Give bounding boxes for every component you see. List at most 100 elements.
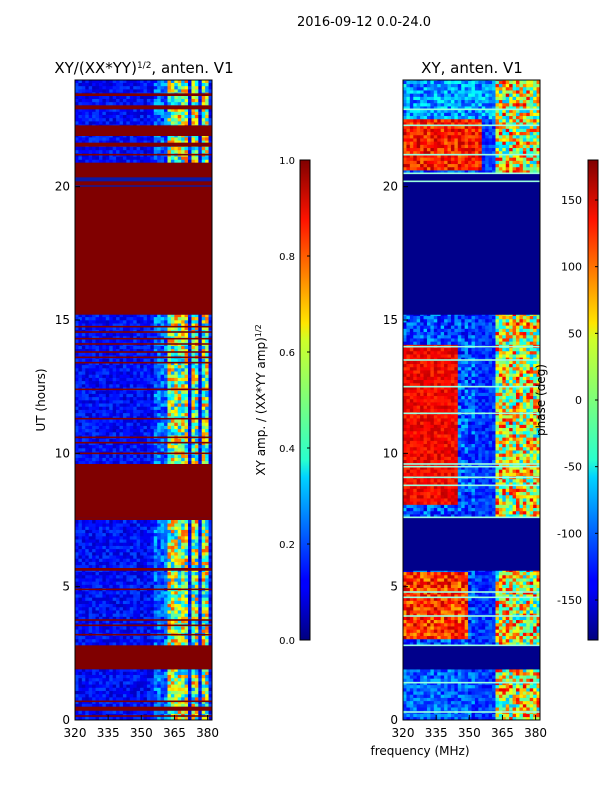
- heatmap-cell: [88, 117, 93, 122]
- heatmap-cell: [85, 616, 89, 621]
- heatmap-cell: [98, 320, 103, 324]
- heatmap-cell: [146, 638, 151, 643]
- heatmap-cell: [160, 710, 165, 714]
- heatmap-cell: [150, 121, 155, 125]
- heatmap-cell: [164, 597, 168, 601]
- heatmap-cell: [181, 320, 185, 324]
- heatmap-cell: [170, 314, 175, 318]
- heatmap-cell: [157, 121, 161, 125]
- heatmap-cell: [98, 629, 103, 633]
- heatmap-cell: [81, 89, 86, 93]
- heatmap-cell: [208, 403, 212, 407]
- heatmap-cell: [136, 339, 141, 343]
- heatmap-cell: [146, 85, 151, 90]
- heatmap-cell: [109, 539, 113, 543]
- heatmap-cell: [188, 460, 192, 465]
- heatmap-cell: [119, 432, 124, 436]
- heatmap-cell: [102, 545, 107, 550]
- heatmap-cell: [95, 545, 100, 550]
- heatmap-cell: [150, 629, 155, 633]
- heatmap-cell: [201, 159, 206, 163]
- heatmap-cell: [92, 159, 96, 163]
- heatmap-cell: [201, 348, 206, 353]
- heatmap-cell: [160, 448, 165, 452]
- heatmap-cell: [92, 111, 96, 115]
- heatmap-cell: [174, 140, 179, 144]
- heatmap-cell: [160, 403, 165, 407]
- heatmap-cell: [129, 571, 134, 576]
- heatmap-cell: [140, 671, 144, 675]
- heatmap-cell: [126, 320, 131, 324]
- heatmap-cell: [174, 629, 179, 633]
- heatmap-cell: [194, 345, 199, 350]
- heatmap-cell: [205, 448, 209, 452]
- heatmap-cell: [122, 626, 127, 630]
- heatmap-cell: [153, 374, 158, 378]
- heatmap-cell: [208, 545, 212, 550]
- heatmap-cell: [140, 348, 144, 353]
- heatmap-cell: [92, 703, 96, 707]
- heatmap-cell: [109, 403, 113, 407]
- heatmap-cell: [198, 684, 203, 688]
- heatmap-cell: [208, 610, 212, 614]
- heatmap-cell: [92, 542, 96, 546]
- heatmap-cell: [188, 457, 192, 462]
- heatmap-cell: [143, 422, 148, 426]
- heatmap-cell: [105, 669, 110, 672]
- heatmap-cell: [170, 137, 175, 141]
- heatmap-cell: [188, 669, 192, 672]
- heatmap-cell: [191, 332, 196, 337]
- heatmap-cell: [109, 159, 113, 163]
- heatmap-cell: [198, 384, 203, 388]
- heatmap-cell: [201, 703, 206, 707]
- heatmap-cell: [112, 600, 117, 605]
- heatmap-cell: [105, 121, 110, 125]
- heatmap-cell: [170, 419, 175, 423]
- heatmap-cell: [140, 409, 144, 414]
- heatmap-cell: [122, 326, 127, 330]
- heatmap-cell: [105, 671, 110, 675]
- heatmap-cell: [181, 697, 185, 701]
- heatmap-cell: [184, 374, 189, 378]
- heatmap-cell: [164, 454, 168, 458]
- heatmap-cell: [136, 393, 141, 398]
- heatmap-cell: [188, 677, 192, 682]
- heatmap-cell: [129, 629, 134, 633]
- heatmap-cell: [157, 396, 161, 401]
- heatmap-cell: [126, 323, 131, 327]
- heatmap-cell: [88, 348, 93, 353]
- heatmap-cell: [122, 594, 127, 598]
- heatmap-cell: [98, 332, 103, 337]
- heatmap-cell: [198, 574, 203, 579]
- heatmap-cell: [119, 428, 124, 433]
- heatmap-cell: [208, 396, 212, 401]
- heatmap-cell: [75, 613, 79, 617]
- heatmap-cell: [188, 406, 192, 410]
- heatmap-cell: [129, 146, 134, 151]
- heatmap-cell: [201, 114, 206, 119]
- heatmap-cell: [136, 539, 141, 543]
- heatmap-cell: [105, 95, 110, 99]
- heatmap-cell: [143, 710, 148, 714]
- heatmap-cell: [170, 578, 175, 582]
- heatmap-cell: [198, 552, 203, 556]
- heatmap-cell: [146, 95, 151, 99]
- heatmap-cell: [109, 520, 113, 524]
- heatmap-cell: [133, 597, 137, 601]
- heatmap-cell: [198, 529, 203, 534]
- heatmap-cell: [194, 603, 199, 608]
- heatmap-cell: [164, 642, 168, 646]
- heatmap-cell: [194, 597, 199, 601]
- heatmap-cell: [78, 603, 83, 608]
- heatmap-cell: [88, 403, 93, 407]
- heatmap-cell: [164, 396, 168, 401]
- heatmap-cell: [85, 345, 89, 350]
- heatmap-cell: [157, 558, 161, 562]
- heatmap-cell: [140, 111, 144, 115]
- heatmap-cell: [181, 159, 185, 163]
- heatmap-cell: [75, 403, 79, 407]
- heatmap-cell: [184, 111, 189, 115]
- heatmap-cell: [95, 597, 100, 601]
- heatmap-cell: [119, 600, 124, 605]
- heatmap-cell: [136, 406, 141, 410]
